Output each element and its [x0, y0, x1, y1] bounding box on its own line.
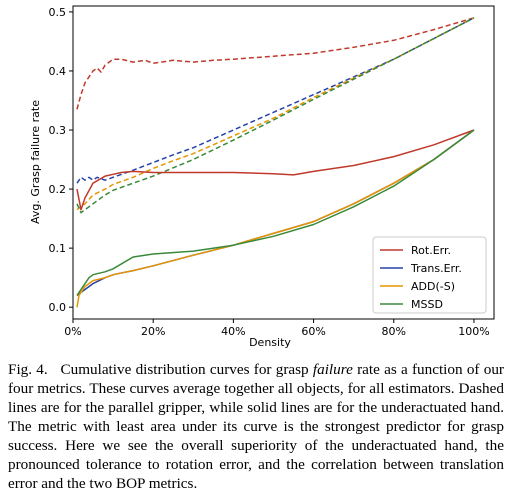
figure-caption: Fig. 4. Cumulative distribution curves f…: [8, 360, 504, 493]
series-mssd-solid: [76, 129, 475, 296]
y-tick-label: 0.1: [49, 242, 67, 255]
axis-ticks: 0% 20% 40% 60% 80% 100% 0.0 0.1 0.2 0.3 0.4 0.5: [49, 6, 490, 338]
legend-box: [372, 236, 487, 314]
series-rot-err--dashed: [76, 17, 475, 110]
caption-text-after: rate as a function of our four metrics. …: [8, 361, 504, 492]
y-tick-label: 0.2: [49, 183, 67, 196]
chart: 0% 20% 40% 60% 80% 100% 0.0 0.1 0.2 0.3 0.4 0.5 Den…: [29, 5, 495, 349]
series-trans-err--dashed: [76, 17, 475, 184]
legend-label: MSSD: [411, 298, 443, 311]
series-add-s--solid: [76, 129, 475, 308]
legend-label: ADD(-S): [411, 280, 455, 293]
legend: Rot.Err. Trans.Err. ADD(-S) MSSD: [372, 236, 487, 314]
x-axis-label: Density: [249, 336, 291, 349]
caption-text-before: Cumulative distribution curves for grasp: [60, 361, 313, 378]
caption-emphasis: failure: [312, 361, 353, 378]
y-tick-label: 0.4: [49, 65, 67, 78]
plot-frame: [72, 5, 495, 320]
x-tick-label: 40%: [221, 325, 245, 338]
series-mssd-dashed: [76, 17, 475, 214]
caption-label: Fig. 4.: [8, 361, 48, 378]
x-tick-label: 0%: [64, 325, 81, 338]
y-tick-label: 0.3: [49, 124, 67, 137]
series-add-s--dashed: [76, 17, 475, 211]
y-axis-label: Avg. Grasp failure rate: [29, 100, 42, 224]
series-rot-err--solid: [76, 129, 475, 211]
x-tick-label: 100%: [458, 325, 489, 338]
y-tick-label: 0.0: [49, 301, 67, 314]
series-layer: [76, 17, 475, 308]
x-tick-label: 20%: [141, 325, 165, 338]
legend-label: Rot.Err.: [411, 244, 451, 257]
legend-label: Trans.Err.: [410, 262, 462, 275]
x-tick-label: 80%: [382, 325, 406, 338]
x-tick-label: 60%: [301, 325, 325, 338]
y-tick-label: 0.5: [49, 6, 67, 19]
